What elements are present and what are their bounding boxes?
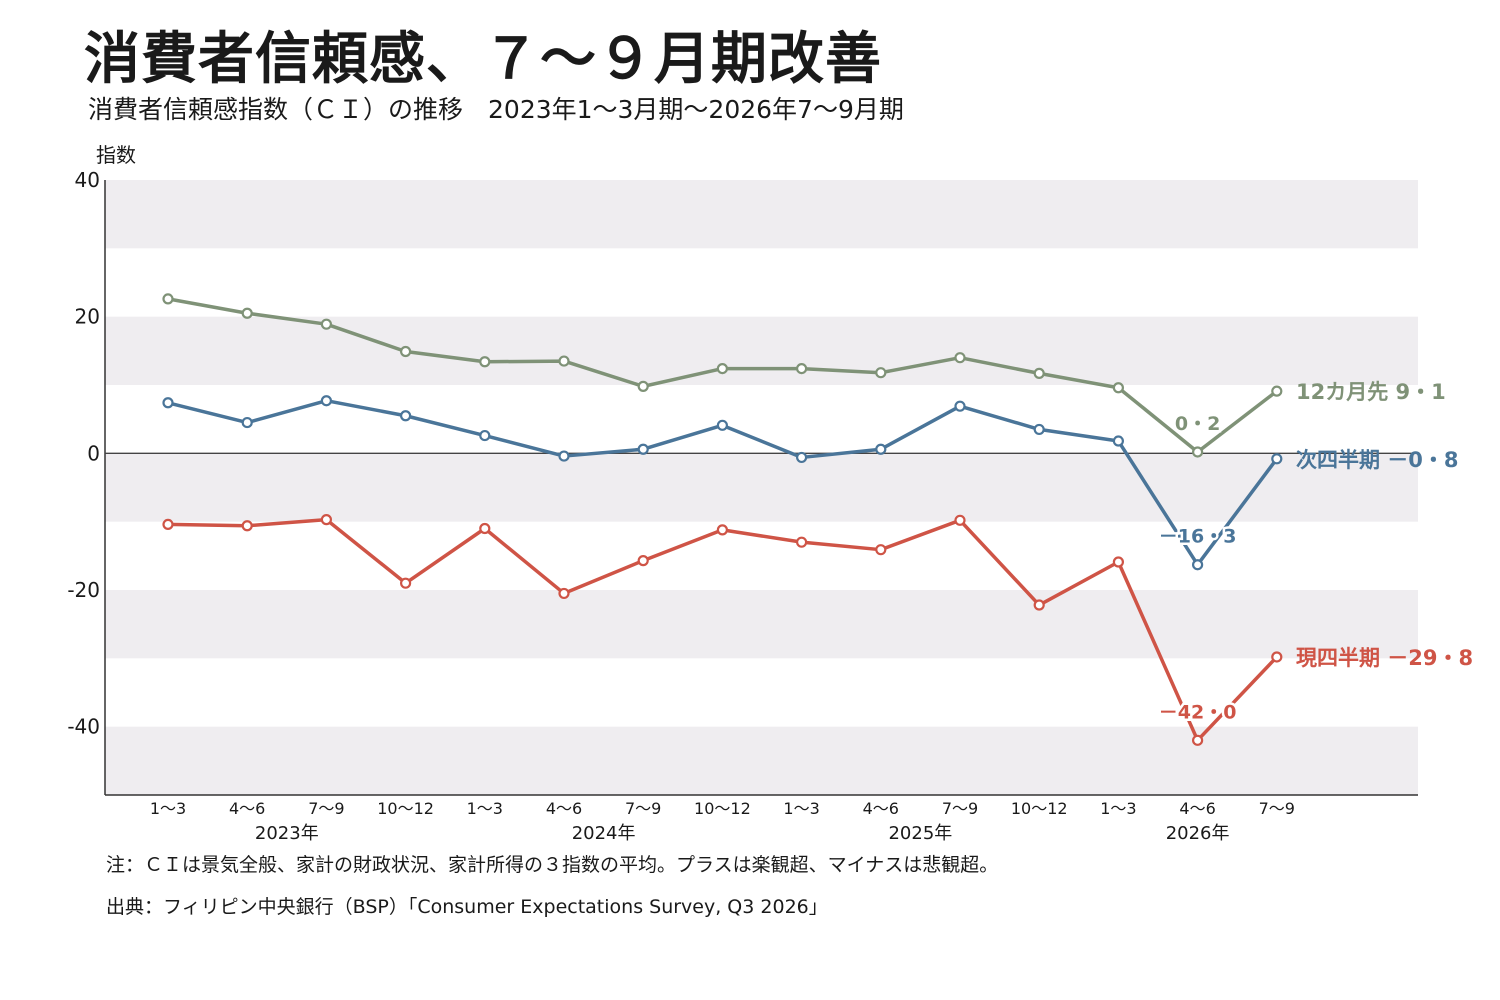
data-annotation: －42・0 (1159, 701, 1237, 723)
grid-band (105, 726, 1418, 795)
data-point (954, 400, 966, 412)
data-point (954, 352, 966, 364)
data-point (1191, 559, 1204, 571)
data-point (875, 544, 887, 556)
x-tick-label: 1～3 (783, 799, 819, 818)
data-point (875, 443, 887, 455)
data-point (320, 318, 332, 330)
grid-bands (105, 180, 1418, 795)
data-point (1112, 556, 1125, 568)
year-label: 2025年 (888, 823, 952, 844)
data-point (479, 356, 491, 368)
grid-band (105, 316, 1418, 385)
year-label: 2023年 (255, 823, 319, 844)
data-point (1033, 599, 1045, 611)
data-point (716, 524, 729, 536)
x-tick-label: 4～6 (229, 799, 265, 818)
y-axis-label: 指数 (96, 143, 136, 167)
x-tick-label: 10～12 (377, 799, 434, 818)
data-point (1271, 385, 1283, 397)
grid-band (105, 453, 1418, 522)
data-annotation: －16・3 (1159, 526, 1237, 548)
data-point (1191, 446, 1204, 458)
year-label: 2026年 (1166, 823, 1230, 844)
data-point (716, 363, 729, 375)
data-point (1112, 435, 1125, 447)
y-tick-label: -20 (67, 578, 100, 602)
series-lines (162, 293, 1283, 746)
x-tick-label: 7～9 (308, 799, 344, 818)
series-end-label: 現四半期 －29・8 (1296, 646, 1473, 670)
data-point (637, 443, 649, 455)
x-tick-label: 10～12 (694, 799, 751, 818)
data-point (479, 429, 491, 442)
footnote: 注：ＣＩは景気全般、家計の財政状況、家計所得の３指数の平均。プラスは楽観超、マイ… (106, 854, 999, 876)
data-point (637, 380, 649, 392)
data-point (241, 307, 253, 319)
grid-band (105, 590, 1418, 659)
x-tick-label: 7～9 (1259, 799, 1295, 818)
data-point (1033, 423, 1045, 436)
data-point (162, 397, 174, 409)
year-label: 2024年 (572, 823, 636, 844)
data-point (875, 367, 887, 379)
data-point (1112, 382, 1125, 394)
y-tick-label: -40 (67, 715, 100, 739)
data-point (558, 587, 570, 600)
data-point (795, 363, 808, 375)
data-point (1033, 367, 1045, 379)
data-point (1191, 734, 1204, 746)
x-tick-label: 7～9 (942, 799, 978, 818)
data-point (320, 514, 332, 526)
x-tick-label: 4～6 (546, 799, 582, 818)
data-point (241, 416, 253, 429)
data-point (954, 514, 966, 526)
x-tick-label: 1～3 (150, 799, 186, 818)
data-annotation: 0・2 (1175, 413, 1220, 435)
source-credit: 出典：フィリピン中央銀行（BSP）「Consumer Expectations … (106, 896, 828, 918)
data-point (400, 410, 412, 422)
chart-title: 消費者信頼感、７～９月期改善 (84, 27, 882, 92)
data-point (479, 522, 491, 535)
tick-labels: 40 20 0 -20 -40 指数 1～3 4～6 7～9 10～12 1～3 4～6 7～9 10～1… (67, 143, 1295, 844)
x-tick-label: 4～6 (863, 799, 899, 818)
data-point (795, 451, 808, 464)
data-point (637, 555, 649, 567)
data-point (320, 395, 332, 407)
data-point (162, 293, 174, 305)
x-tick-label: 7～9 (625, 799, 661, 818)
series-end-label: 次四半期 －0・8 (1296, 448, 1459, 472)
x-tick-label: 4～6 (1179, 799, 1215, 818)
data-point (795, 536, 808, 548)
y-tick-label: 0 (87, 441, 100, 465)
x-tick-label: 1～3 (467, 799, 503, 818)
chart-subtitle: 消費者信頼感指数（ＣＩ）の推移 2023年1～3月期～2026年7～9月期 (88, 95, 904, 124)
series-end-label: 12カ月先 9・1 (1296, 380, 1446, 404)
data-point (558, 355, 570, 367)
x-tick-label: 10～12 (1011, 799, 1068, 818)
data-point (1271, 651, 1283, 663)
grid-band (105, 180, 1418, 249)
series-labels: 12カ月先 9・1 0・2 次四半期 －0・8 －16・3 現四半期 －29・8 －42・… (1156, 380, 1473, 726)
data-point (241, 520, 253, 532)
data-point (1271, 453, 1283, 465)
data-point (400, 577, 412, 589)
data-point (558, 450, 570, 462)
data-point (400, 345, 412, 358)
y-tick-label: 20 (75, 305, 100, 329)
data-point (716, 419, 729, 431)
y-tick-label: 40 (75, 168, 100, 192)
x-tick-label: 1～3 (1100, 799, 1136, 818)
data-point (162, 518, 174, 531)
